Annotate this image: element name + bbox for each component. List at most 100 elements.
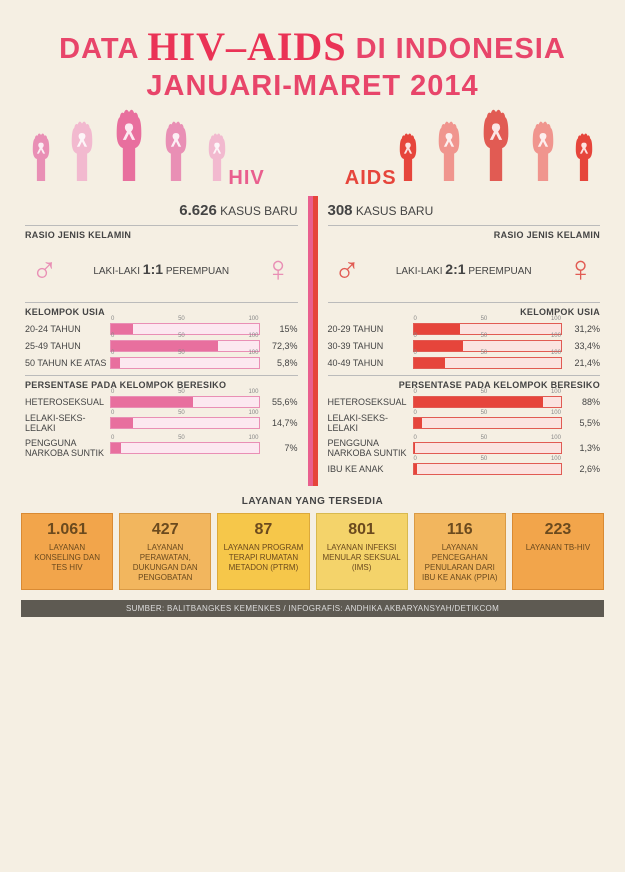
aids-age-head: KELOMPOK USIA	[328, 302, 601, 317]
bar-track: 050100	[110, 442, 260, 454]
hand-icon	[474, 109, 518, 181]
aids-age-bars: 20-29 TAHUN 050100 31,2% 30-39 TAHUN 050…	[328, 323, 601, 369]
bar-track: 050100	[413, 463, 563, 475]
hand-icon	[107, 109, 151, 181]
aids-ratio-head: RASIO JENIS KELAMIN	[328, 225, 601, 240]
hiv-risk-bars: HETEROSEKSUAL 050100 55,6% LELAKI-SEKS-L…	[25, 396, 298, 458]
aids-cases-num: 308	[328, 202, 353, 219]
hand-icon	[25, 133, 57, 181]
hiv-cases-num: 6.626	[179, 202, 217, 219]
hand-icon	[157, 121, 195, 181]
female-icon: ♀	[264, 248, 291, 290]
bar-row: HETEROSEKSUAL 050100 55,6%	[25, 396, 298, 408]
title-line2: JANUARI-MARET 2014	[15, 70, 610, 103]
bar-label: LELAKI-SEKS-LELAKI	[328, 413, 413, 433]
hands-right	[392, 109, 600, 181]
female-icon: ♀	[567, 248, 594, 290]
service-card: 801 LAYANAN INFEKSI MENULAR SEKSUAL (IMS…	[316, 513, 408, 590]
bar-pct: 72,3%	[260, 341, 298, 351]
services-head: LAYANAN YANG TERSEDIA	[15, 496, 610, 507]
aids-risk-bars: HETEROSEKSUAL 050100 88% LELAKI-SEKS-LEL…	[328, 396, 601, 475]
aids-cases: 308 KASUS BARU	[328, 202, 601, 219]
service-card: 427 LAYANAN PERAWATAN, DUKUNGAN DAN PENG…	[119, 513, 211, 590]
hand-icon	[524, 121, 562, 181]
bar-pct: 31,2%	[562, 324, 600, 334]
aids-gender: ♂ LAKI-LAKI 2:1 PEREMPUAN ♀	[328, 246, 601, 296]
bar-pct: 7%	[260, 443, 298, 453]
bar-track: 050100	[413, 442, 563, 454]
hiv-ratio: LAKI-LAKI 1:1 PEREMPUAN	[93, 261, 229, 277]
bar-label: PENGGUNA NARKOBA SUNTIK	[328, 438, 413, 458]
bar-pct: 2,6%	[562, 464, 600, 474]
bar-pct: 5,8%	[260, 358, 298, 368]
bar-pct: 14,7%	[260, 418, 298, 428]
split-panel: 6.626 KASUS BARU RASIO JENIS KELAMIN ♂ L…	[15, 194, 610, 486]
bar-fill	[414, 418, 422, 428]
bar-fill	[111, 443, 121, 453]
bar-track: 050100	[413, 357, 563, 369]
service-num: 87	[222, 520, 304, 540]
bar-label: PENGGUNA NARKOBA SUNTIK	[25, 438, 110, 458]
bar-track: 050100	[110, 396, 260, 408]
bar-label: HETEROSEKSUAL	[328, 397, 413, 407]
bar-fill	[414, 397, 544, 407]
aids-ratio: LAKI-LAKI 2:1 PEREMPUAN	[396, 261, 532, 277]
title-line1: DATA HIV–AIDS DI INDONESIA	[15, 23, 610, 70]
bar-track: 050100	[110, 357, 260, 369]
hand-icon	[63, 121, 101, 181]
bar-fill	[111, 397, 193, 407]
service-num: 223	[517, 520, 599, 540]
hiv-age-bars: 20-24 TAHUN 050100 15% 25-49 TAHUN 05010…	[25, 323, 298, 369]
service-card: 223 LAYANAN TB-HIV	[512, 513, 604, 590]
service-txt: LAYANAN PROGRAM TERAPI RUMATAN METADON (…	[224, 543, 304, 572]
label-hiv: HIV	[228, 167, 264, 190]
hands-left	[25, 109, 233, 181]
hiv-risk-head: PERSENTASE PADA KELOMPOK BERESIKO	[25, 375, 298, 390]
service-txt: LAYANAN TB-HIV	[526, 543, 590, 552]
hiv-ratio-head: RASIO JENIS KELAMIN	[25, 225, 298, 240]
aids-cases-txt: KASUS BARU	[356, 204, 433, 218]
bar-pct: 21,4%	[562, 358, 600, 368]
bar-row: LELAKI-SEKS-LELAKI 050100 5,5%	[328, 413, 601, 433]
bar-label: 30-39 TAHUN	[328, 341, 413, 351]
bar-row: 40-49 TAHUN 050100 21,4%	[328, 357, 601, 369]
hiv-column: 6.626 KASUS BARU RASIO JENIS KELAMIN ♂ L…	[15, 196, 313, 486]
service-txt: LAYANAN PERAWATAN, DUKUNGAN DAN PENGOBAT…	[133, 543, 198, 582]
bar-row: PENGGUNA NARKOBA SUNTIK 050100 7%	[25, 438, 298, 458]
bar-fill	[414, 464, 418, 474]
bar-label: 20-24 TAHUN	[25, 324, 110, 334]
aids-column: 308 KASUS BARU RASIO JENIS KELAMIN ♂ LAK…	[313, 196, 611, 486]
title-mid: HIV–AIDS	[147, 24, 346, 69]
bar-label: 25-49 TAHUN	[25, 341, 110, 351]
service-num: 116	[419, 520, 501, 540]
bar-label: LELAKI-SEKS-LELAKI	[25, 413, 110, 433]
hiv-cases-txt: KASUS BARU	[220, 204, 297, 218]
bar-pct: 15%	[260, 324, 298, 334]
bar-row: PENGGUNA NARKOBA SUNTIK 050100 1,3%	[328, 438, 601, 458]
hand-icon	[568, 133, 600, 181]
title-post: DI INDONESIA	[356, 33, 566, 65]
label-aids: AIDS	[345, 167, 397, 190]
bar-fill	[414, 443, 416, 453]
service-num: 1.061	[26, 520, 108, 540]
title-pre: DATA	[59, 33, 138, 65]
bar-label: 50 TAHUN KE ATAS	[25, 358, 110, 368]
bar-row: HETEROSEKSUAL 050100 88%	[328, 396, 601, 408]
bar-row: 50 TAHUN KE ATAS 050100 5,8%	[25, 357, 298, 369]
hiv-age-head: KELOMPOK USIA	[25, 302, 298, 317]
hiv-gender: ♂ LAKI-LAKI 1:1 PEREMPUAN ♀	[25, 246, 298, 296]
bar-pct: 55,6%	[260, 397, 298, 407]
service-card: 1.061 LAYANAN KONSELING DAN TES HIV	[21, 513, 113, 590]
bar-pct: 33,4%	[562, 341, 600, 351]
bar-fill	[414, 358, 446, 368]
bar-track: 050100	[110, 417, 260, 429]
service-txt: LAYANAN KONSELING DAN TES HIV	[34, 543, 100, 572]
hiv-cases: 6.626 KASUS BARU	[25, 202, 298, 219]
footer: SUMBER: BALITBANGKES KEMENKES / INFOGRAF…	[21, 600, 604, 617]
bar-label: HETEROSEKSUAL	[25, 397, 110, 407]
bar-label: 20-29 TAHUN	[328, 324, 413, 334]
bar-track: 050100	[413, 396, 563, 408]
hand-icon	[430, 121, 468, 181]
bar-label: IBU KE ANAK	[328, 464, 413, 474]
title-block: DATA HIV–AIDS DI INDONESIA JANUARI-MARET…	[15, 23, 610, 103]
